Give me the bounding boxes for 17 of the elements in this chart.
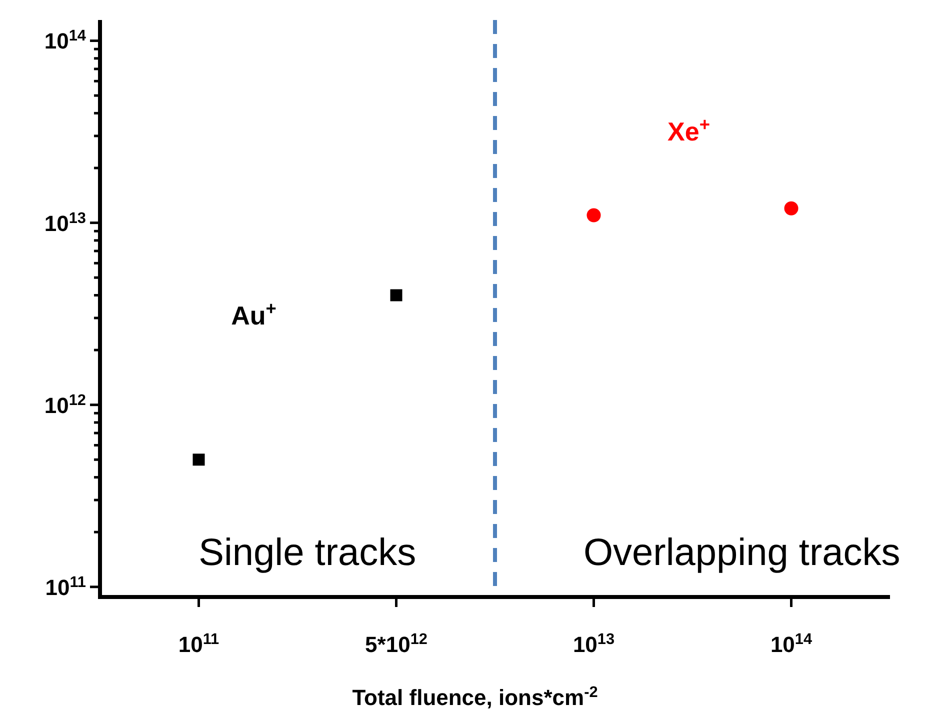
annotation: Overlapping tracks bbox=[583, 532, 900, 574]
text: Xe$^{+}$ bbox=[668, 114, 710, 146]
x-tick-label: 10$^{11}$ bbox=[178, 630, 220, 657]
annotation: Single tracks bbox=[198, 532, 416, 574]
y-tick-label: 10$^{11}$ bbox=[45, 573, 86, 600]
point bbox=[390, 289, 402, 302]
y-tick-label: 10$^{12}$ bbox=[44, 391, 86, 418]
x-tick-label: 10$^{14}$ bbox=[770, 630, 812, 657]
x-tick-label: 5*10$^{12}$ bbox=[365, 630, 428, 657]
text: Au$^{+}$ bbox=[231, 298, 276, 331]
point bbox=[192, 454, 205, 466]
x-tick-label: 10$^{13}$ bbox=[572, 630, 615, 657]
y-tick-label: 10$^{13}$ bbox=[44, 209, 86, 236]
x-axis-title: Total fluence, ions*cm$^{-2}$ bbox=[352, 684, 598, 710]
point bbox=[586, 208, 601, 222]
point bbox=[784, 201, 798, 216]
y-tick-label: 10$^{14}$ bbox=[44, 27, 86, 54]
